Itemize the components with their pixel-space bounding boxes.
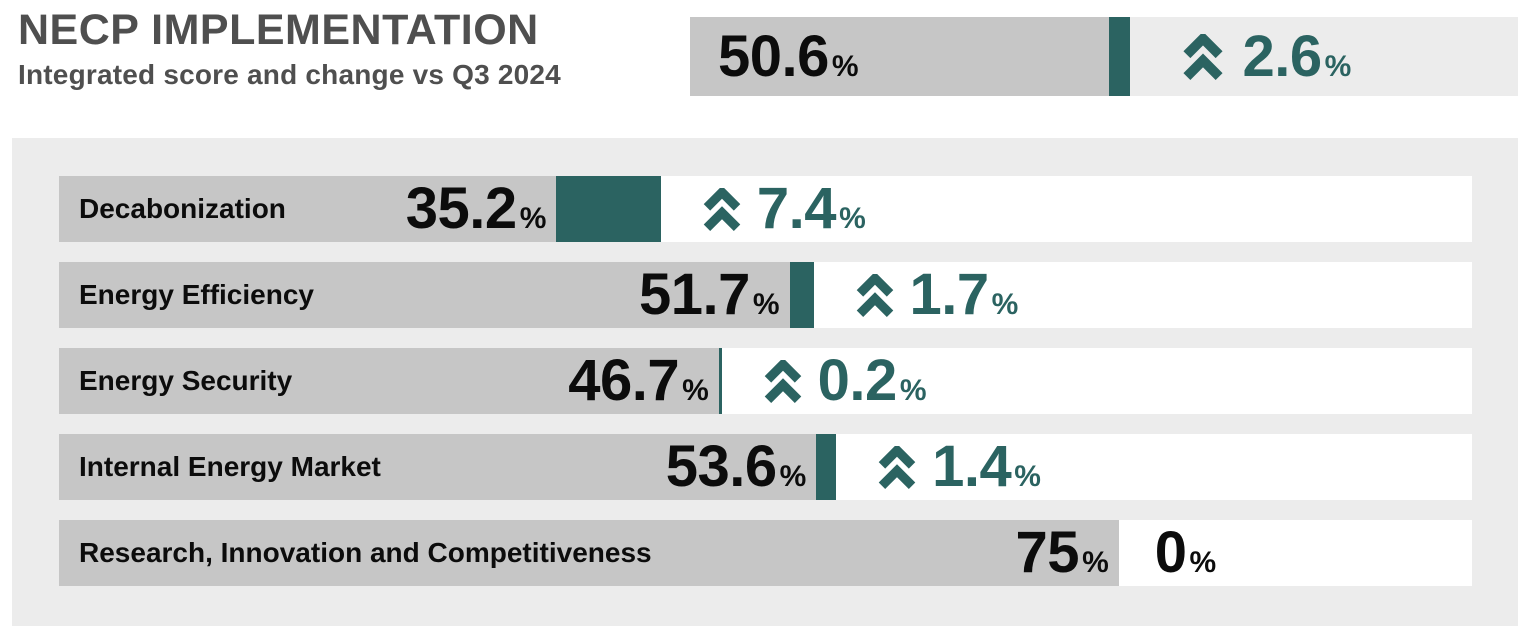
category-chart-panel: Decabonization 35.2% 7.4% Energy Efficiency… [12, 138, 1518, 626]
change-value: 7.4% [756, 176, 866, 241]
change-value-area: 1.4% [836, 434, 1041, 500]
category-row: Decabonization 35.2% 7.4% [59, 176, 1472, 242]
change-segment [816, 434, 837, 500]
score-bar: Decabonization 35.2% [59, 176, 557, 242]
overall-change-segment [1108, 17, 1131, 96]
score-bar: Energy Security 46.7% [59, 348, 719, 414]
double-chevron-up-icon [878, 445, 916, 489]
change-value: 1.7% [909, 262, 1019, 327]
change-value: 0% [1154, 520, 1217, 585]
category-label: Research, Innovation and Competitiveness [79, 537, 652, 568]
double-chevron-up-icon [856, 273, 893, 317]
category-row: Research, Innovation and Competitiveness… [59, 520, 1472, 586]
category-row: Energy Efficiency 51.7% 1.7% [59, 262, 1472, 328]
category-row: Energy Security 46.7% 0.2% [59, 348, 1472, 414]
overall-score-value: 50.6% [718, 23, 859, 89]
score-value: 46.7% [568, 348, 709, 413]
page-subtitle: Integrated score and change vs Q3 2024 [18, 59, 561, 91]
page-title: NECP IMPLEMENTATION [18, 6, 539, 54]
overall-score-bar: 50.6% 2.6% [690, 17, 1518, 96]
category-label: Internal Energy Market [79, 451, 381, 482]
change-segment [718, 348, 722, 414]
score-value: 35.2% [405, 176, 547, 241]
category-label: Energy Efficiency [79, 279, 314, 310]
overall-change-value: 2.6% [1242, 23, 1352, 89]
category-row: Internal Energy Market 53.6% 1.4% [59, 434, 1472, 500]
double-chevron-up-icon [703, 187, 741, 231]
score-value: 51.7% [638, 262, 780, 327]
double-chevron-up-icon [764, 359, 801, 403]
change-value-area: 1.7% [814, 262, 1019, 328]
change-value-area: 0% [1119, 520, 1216, 586]
change-segment [556, 176, 661, 242]
change-value: 0.2% [817, 348, 927, 413]
change-value: 1.4% [932, 434, 1041, 499]
score-value: 53.6% [665, 434, 807, 499]
double-chevron-up-icon [1183, 33, 1224, 80]
score-value: 75% [1015, 520, 1109, 585]
overall-change-area: 2.6% [1130, 17, 1518, 96]
category-label: Decabonization [79, 193, 286, 224]
header-titles: NECP IMPLEMENTATION Integrated score and… [18, 6, 561, 91]
score-bar: Internal Energy Market 53.6% [59, 434, 817, 500]
overall-score-fill: 50.6% [690, 17, 1109, 96]
score-bar: Research, Innovation and Competitiveness… [59, 520, 1119, 586]
change-value-area: 7.4% [661, 176, 866, 242]
change-value-area: 0.2% [722, 348, 927, 414]
category-label: Energy Security [79, 365, 293, 396]
score-bar: Energy Efficiency 51.7% [59, 262, 790, 328]
change-segment [789, 262, 814, 328]
